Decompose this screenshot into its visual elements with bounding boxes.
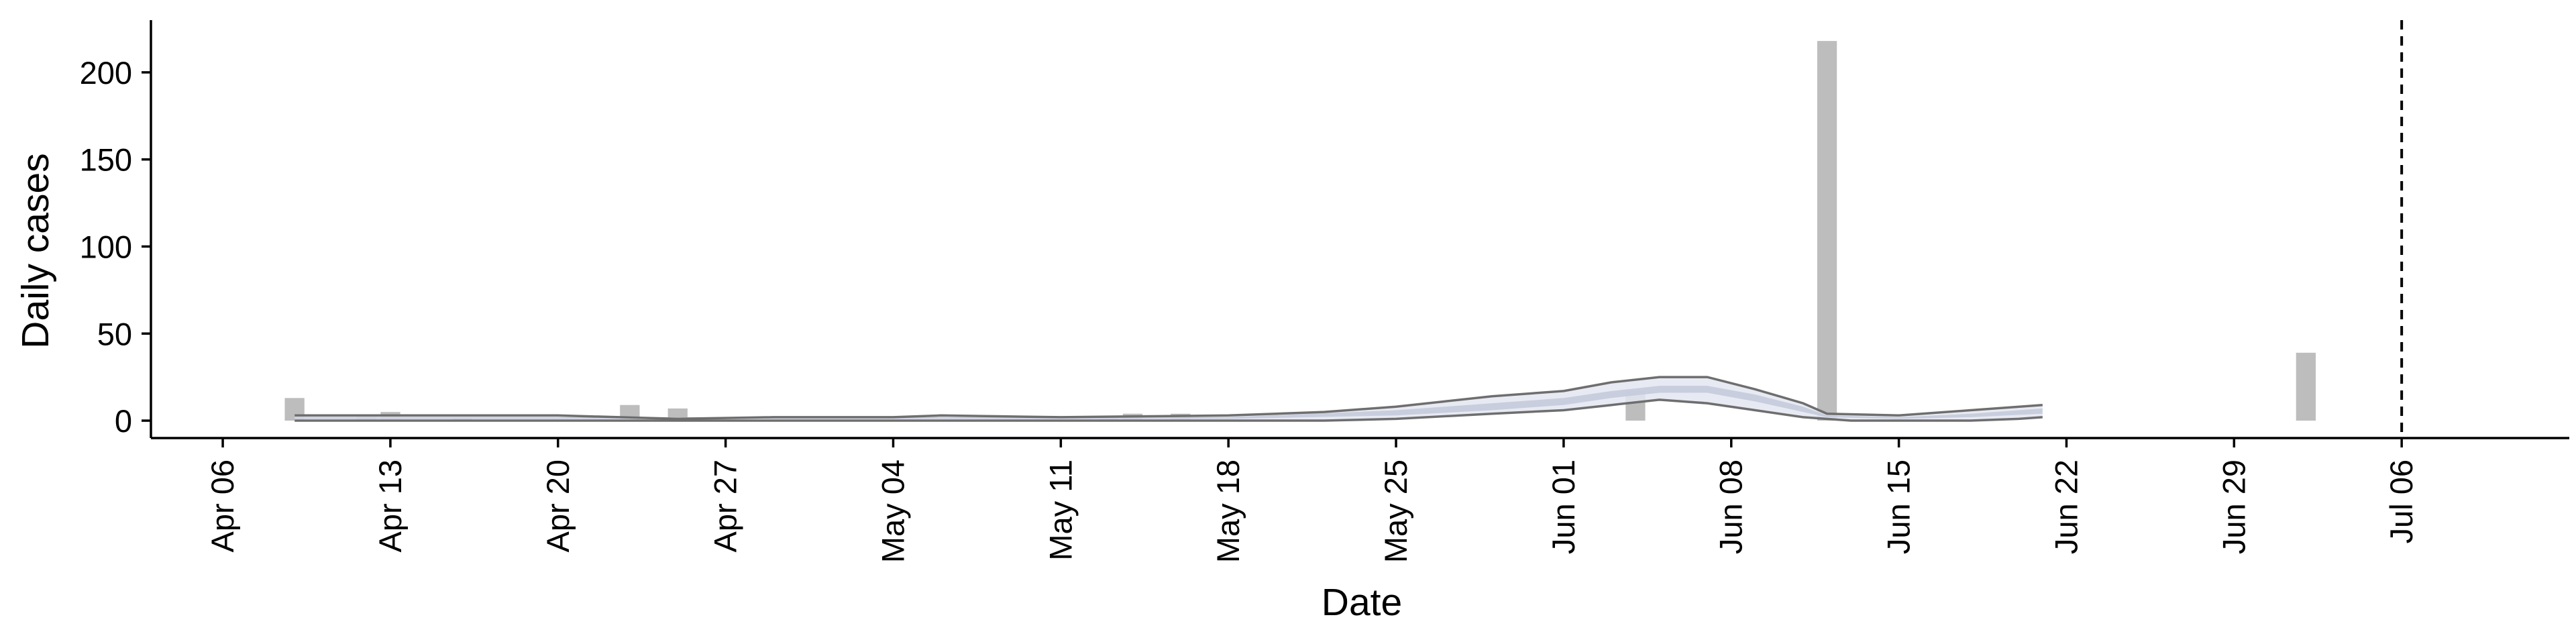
y-tick-label: 200 — [80, 55, 132, 91]
x-tick-label: Jun 01 — [1546, 460, 1581, 554]
x-axis-title: Date — [1322, 581, 1402, 624]
y-tick-label: 100 — [80, 229, 132, 264]
x-tick-label: May 25 — [1378, 460, 1413, 563]
estimate-upper-line — [294, 376, 2043, 421]
estimate-outer-band — [294, 377, 2043, 421]
y-tick-label: 50 — [97, 316, 132, 352]
x-tick-label: Jun 08 — [1713, 460, 1749, 554]
x-tick-label: Jun 15 — [1881, 460, 1917, 554]
estimate-lower-line — [294, 398, 2043, 422]
plot-area — [284, 20, 2404, 438]
x-tick-label: Jun 29 — [2216, 460, 2251, 554]
x-tick-label: May 04 — [875, 460, 911, 563]
tick-labels: 0 50 100 150 200 Apr 06 Apr 13 Apr 20 Apr 27 May … — [80, 55, 2420, 563]
x-tick-label: May 18 — [1210, 460, 1246, 563]
x-tick-label: Apr 27 — [708, 460, 743, 552]
estimate-inner-band — [294, 386, 2043, 419]
case-bar — [1817, 41, 1837, 421]
y-axis-title: Daily cases — [14, 153, 57, 348]
axes — [142, 20, 2569, 447]
x-tick-label: Apr 13 — [372, 460, 408, 552]
x-tick-label: Apr 06 — [205, 460, 240, 552]
case-bar — [2296, 352, 2316, 421]
x-tick-label: Jun 22 — [2048, 460, 2084, 554]
y-tick-label: 150 — [80, 142, 132, 178]
x-tick-label: Apr 20 — [540, 460, 576, 552]
x-tick-label: Jul 06 — [2383, 460, 2419, 543]
x-tick-label: May 11 — [1042, 460, 1078, 561]
y-tick-label: 0 — [115, 403, 132, 439]
